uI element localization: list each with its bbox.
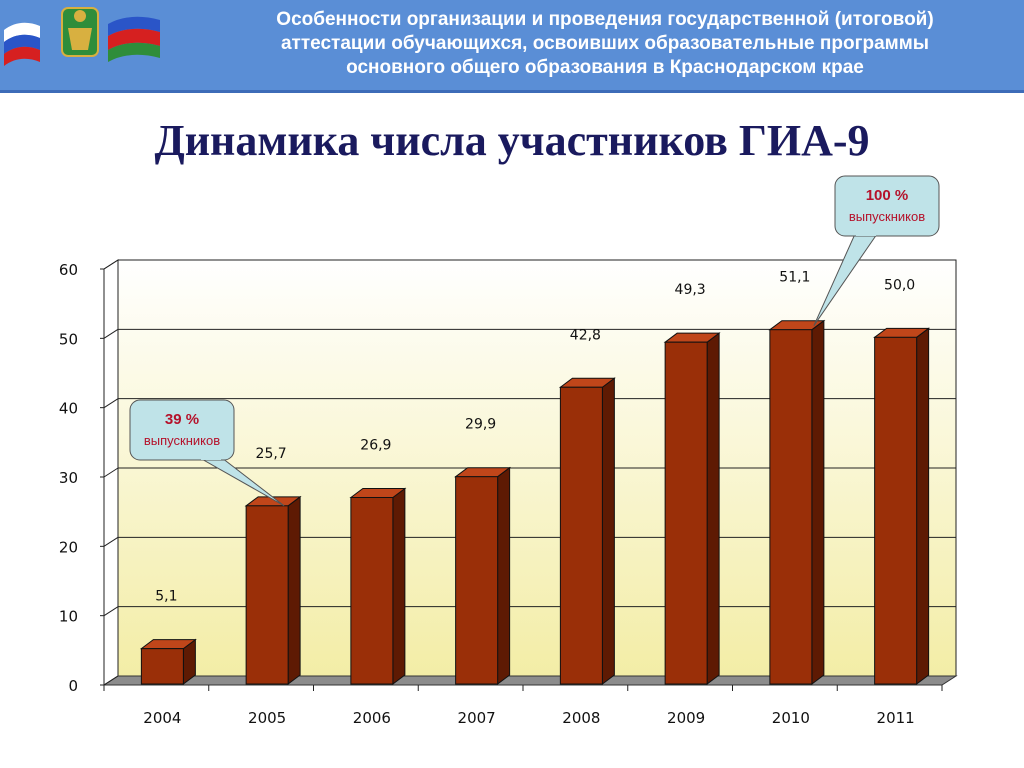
callout-2010: 100 % выпускников <box>813 175 940 326</box>
x-tick-label: 2004 <box>143 709 181 727</box>
chart-floor <box>102 675 958 686</box>
bar-side <box>706 332 720 685</box>
data-label: 49,3 <box>675 282 706 298</box>
y-tick-label: 30 <box>59 469 78 487</box>
bar-side <box>811 319 825 685</box>
bar-2005 <box>244 495 302 685</box>
bar-2008 <box>558 377 616 685</box>
data-label: 29,9 <box>465 417 496 433</box>
x-tick-label: 2011 <box>877 709 915 727</box>
callout-caption: выпускников <box>144 433 220 448</box>
callout-percent: 39 % <box>165 411 199 428</box>
bar-2004 <box>139 638 197 685</box>
y-tick-label: 0 <box>68 677 78 695</box>
header-line-1: Особенности организации и проведения гос… <box>276 9 934 30</box>
bar-front <box>140 648 184 685</box>
data-label: 50,0 <box>884 277 915 293</box>
data-label: 42,8 <box>570 327 601 343</box>
bar-side <box>601 377 615 685</box>
y-tick-label: 60 <box>59 261 78 279</box>
bar-2010 <box>768 319 826 685</box>
bar-2006 <box>349 487 407 685</box>
bar-side <box>392 487 406 685</box>
data-label: 5,1 <box>155 589 177 605</box>
gridline-depth <box>103 606 119 617</box>
gridline-depth <box>103 467 119 478</box>
header-bar: Особенности организации и проведения гос… <box>0 0 1024 93</box>
callout-caption: выпускников <box>849 209 925 224</box>
header-title: Особенности организации и проведения гос… <box>190 8 1020 80</box>
callout-join <box>201 457 221 460</box>
gridline-depth <box>103 398 119 409</box>
gridline-depth <box>103 259 119 270</box>
bar-front <box>559 386 603 685</box>
chart-title: Динамика числа участников ГИА-9 <box>154 116 870 165</box>
x-tick-label: 2009 <box>667 709 705 727</box>
callout-box <box>129 399 235 461</box>
bar-front <box>245 505 289 685</box>
bar-front <box>664 341 708 685</box>
bar-front <box>455 476 499 685</box>
header-line-2: аттестации обучающихся, освоивших образо… <box>280 33 930 54</box>
gridline-depth <box>103 328 119 339</box>
callout-box <box>834 175 940 237</box>
bar-side <box>497 466 511 685</box>
bar-front <box>874 336 918 685</box>
data-label: 26,9 <box>360 437 391 453</box>
x-tick-label: 2005 <box>248 709 286 727</box>
bar-front <box>769 329 813 685</box>
y-tick-label: 40 <box>59 400 78 418</box>
data-label: 25,7 <box>256 446 287 462</box>
bar-2009 <box>663 332 721 685</box>
y-tick-label: 50 <box>59 330 78 348</box>
callout-2005: 39 % выпускников <box>129 399 285 507</box>
flags-logo-icon <box>4 7 160 66</box>
x-tick-label: 2006 <box>353 709 391 727</box>
callout-percent: 100 % <box>866 187 909 204</box>
x-tick-label: 2007 <box>458 709 496 727</box>
bar-side <box>287 495 301 685</box>
gridline-depth <box>103 675 119 686</box>
callout-join <box>856 233 876 236</box>
bar-front <box>350 496 394 685</box>
bar-2011 <box>873 327 931 685</box>
y-tick-label: 10 <box>59 608 78 626</box>
x-tick-label: 2008 <box>562 709 600 727</box>
bar-2007 <box>454 466 512 685</box>
bar-side <box>916 327 930 685</box>
y-tick-label: 20 <box>59 538 78 556</box>
data-label: 51,1 <box>779 270 810 286</box>
header-line-3: основного общего образования в Краснодар… <box>346 57 864 78</box>
gridline-depth <box>103 536 119 547</box>
x-tick-label: 2010 <box>772 709 810 727</box>
